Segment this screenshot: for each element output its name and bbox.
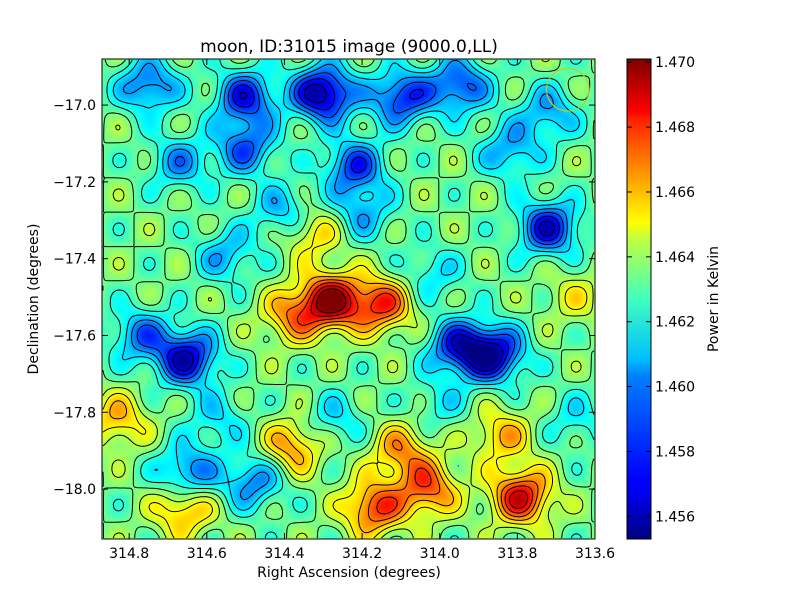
chart-title: moon, ID:31015 image (9000.0,LL) — [200, 37, 498, 57]
x-tick-label: 313.6 — [575, 546, 615, 562]
y-tick-label: −17.6 — [53, 328, 96, 344]
contour-lines — [102, 59, 595, 539]
colorbar-tick-label: 1.462 — [655, 315, 695, 331]
contour-line — [102, 222, 588, 539]
x-tick-label: 314.4 — [264, 546, 304, 562]
contour-line — [106, 59, 595, 539]
contour-line — [286, 279, 539, 522]
colorbar-tick-label: 1.456 — [655, 509, 695, 525]
y-axis-label: Declination (degrees) — [26, 224, 42, 375]
beam-marker — [545, 67, 590, 112]
colorbar-tick-label: 1.468 — [655, 120, 695, 136]
x-axis: 314.8 314.6 314.4 314.2 314.0 313.8 313.6 — [109, 59, 615, 562]
colorbar-tick-label: 1.464 — [655, 250, 695, 266]
y-axis: −17.0 −17.2 −17.4 −17.6 −17.8 −18.0 — [53, 98, 595, 498]
contour-line — [102, 59, 594, 539]
heatmap-layer — [102, 59, 595, 539]
contour-line — [172, 83, 555, 372]
y-tick-label: −17.2 — [53, 175, 96, 191]
contour-line — [310, 285, 529, 509]
colorbar-tick-label: 1.458 — [655, 444, 695, 460]
y-tick-label: −17.4 — [53, 252, 96, 268]
x-tick-label: 314.8 — [109, 546, 149, 562]
contour-line — [112, 59, 585, 511]
contour-line — [102, 59, 595, 539]
y-tick-label: −18.0 — [53, 482, 96, 498]
x-tick-label: 314.6 — [187, 546, 227, 562]
colorbar-tick-label: 1.466 — [655, 185, 695, 201]
contour-line — [122, 60, 568, 501]
y-tick-label: −17.8 — [53, 405, 96, 421]
colorbar — [626, 58, 652, 540]
contour-line — [167, 78, 560, 376]
contour-line — [136, 72, 564, 380]
plot-frame — [101, 58, 596, 540]
colorbar-tick-label: 1.460 — [655, 380, 695, 396]
x-tick-label: 313.8 — [497, 546, 537, 562]
x-tick-label: 314.0 — [420, 546, 460, 562]
colorbar-label: Power in Kelvin — [706, 246, 722, 352]
x-axis-label: Right Ascension (degrees) — [257, 565, 441, 581]
colorbar-tick-label: 1.470 — [655, 55, 695, 71]
y-tick-label: −17.0 — [53, 98, 96, 114]
colorbar-axis: 1.456 1.458 1.460 1.462 1.464 1.466 1.468 1.470 — [627, 55, 695, 525]
contour-line — [316, 288, 347, 314]
x-tick-label: 314.2 — [342, 546, 382, 562]
contour-line — [109, 276, 546, 534]
contour-line — [296, 282, 534, 515]
